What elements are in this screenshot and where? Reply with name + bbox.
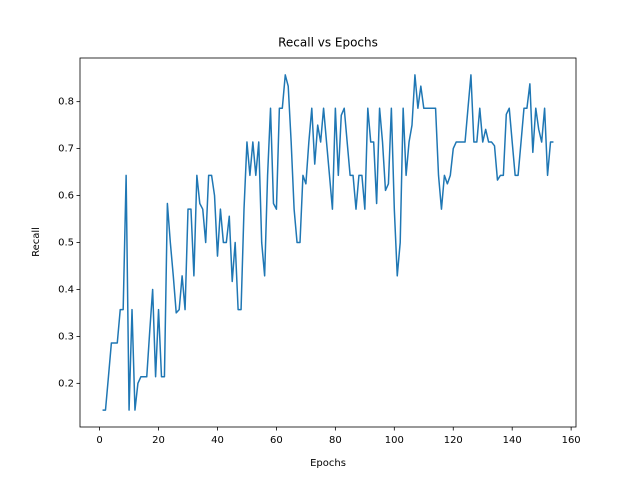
- y-tick-label: 0.4: [58, 284, 74, 295]
- x-tick-label: 100: [385, 435, 404, 446]
- x-tick-label: 80: [329, 435, 342, 446]
- x-tick-label: 140: [503, 435, 522, 446]
- y-tick-label: 0.7: [58, 144, 74, 155]
- x-tick-label: 60: [270, 435, 283, 446]
- data-line: [102, 74, 554, 411]
- y-tick-label: 0.2: [58, 378, 74, 389]
- x-tick-label: 160: [562, 435, 581, 446]
- plot-frame: [79, 57, 577, 428]
- y-axis-label: Recall: [31, 227, 42, 257]
- y-tick-label: 0.3: [58, 331, 74, 342]
- x-tick-label: 120: [444, 435, 463, 446]
- y-tick-label: 0.8: [58, 97, 74, 108]
- y-tick-label: 0.5: [58, 238, 74, 249]
- y-tick-label: 0.6: [58, 191, 74, 202]
- x-axis-label: Epochs: [310, 458, 346, 469]
- x-tick-label: 20: [152, 435, 165, 446]
- x-tick-label: 40: [211, 435, 224, 446]
- x-tick-label: 0: [96, 435, 102, 446]
- chart-title: Recall vs Epochs: [278, 36, 378, 50]
